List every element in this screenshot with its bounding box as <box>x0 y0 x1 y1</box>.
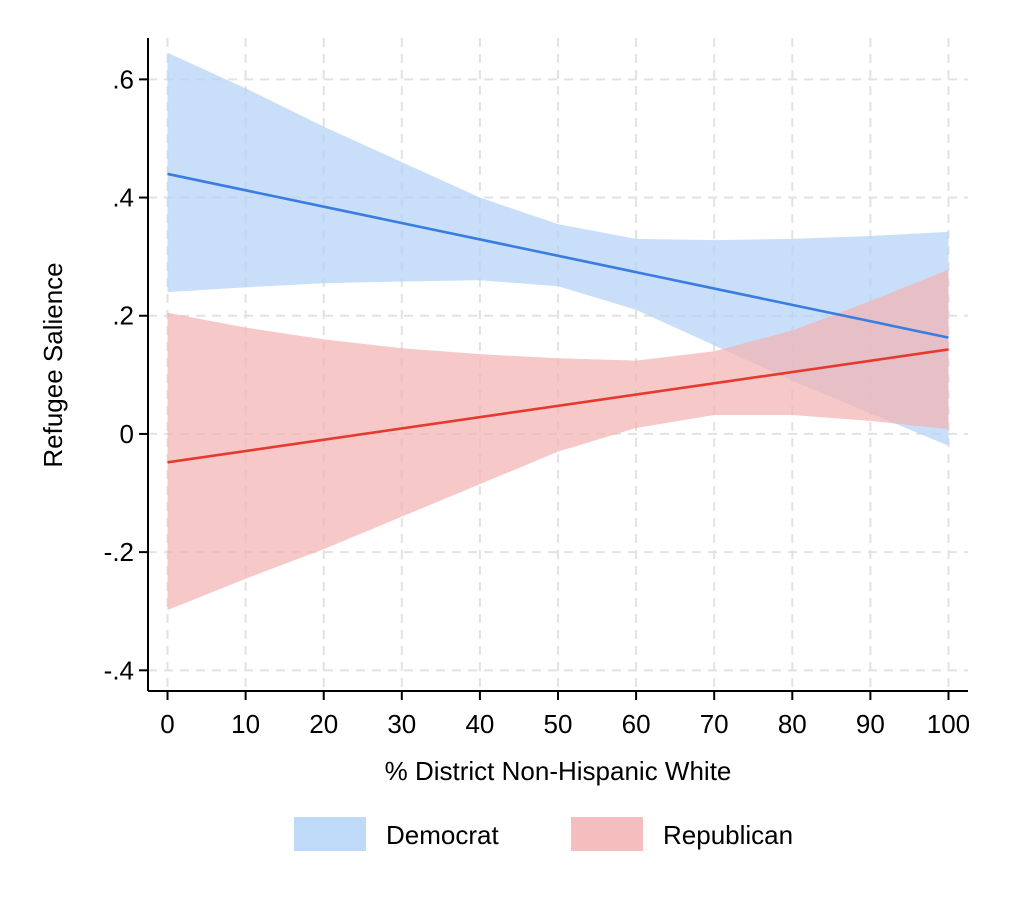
x-tick-label-20: 20 <box>309 709 338 739</box>
x-tick-label-30: 30 <box>387 709 416 739</box>
democrat-fit-line <box>167 172 949 339</box>
x-tick-label-70: 70 <box>700 709 729 739</box>
republican-fit-line <box>167 348 949 464</box>
legend-swatch-democrat <box>294 817 366 851</box>
y-axis-title: Refugee Salience <box>38 262 68 467</box>
x-tick-label-10: 10 <box>231 709 260 739</box>
axis-layer: 0 10 20 30 40 50 60 70 80 90 100 -.4 -.2 0 .2 .4 .6 <box>104 38 970 739</box>
x-tick-label-80: 80 <box>778 709 807 739</box>
y-tick-label-.4: .4 <box>112 183 134 213</box>
x-tick-label-50: 50 <box>544 709 573 739</box>
legend-swatch-republican <box>571 817 643 851</box>
x-tick-label-90: 90 <box>856 709 885 739</box>
y-tick-label-.2: .2 <box>112 301 134 331</box>
legend-label-democrat: Democrat <box>386 820 499 850</box>
republican-ci-band <box>167 269 949 611</box>
line-layer <box>167 172 949 464</box>
legend: Democrat Republican <box>294 817 793 851</box>
y-tick-label--.4: -.4 <box>104 655 134 685</box>
x-tick-label-40: 40 <box>465 709 494 739</box>
x-tick-label-0: 0 <box>160 709 174 739</box>
y-tick-label--.2: -.2 <box>104 537 134 567</box>
y-tick-label-0: 0 <box>120 419 134 449</box>
band-layer <box>167 52 949 611</box>
x-axis-title: % District Non-Hispanic White <box>385 756 732 786</box>
x-tick-label-100: 100 <box>927 709 970 739</box>
legend-label-republican: Republican <box>663 820 793 850</box>
x-tick-label-60: 60 <box>622 709 651 739</box>
y-tick-label-.6: .6 <box>112 64 134 94</box>
